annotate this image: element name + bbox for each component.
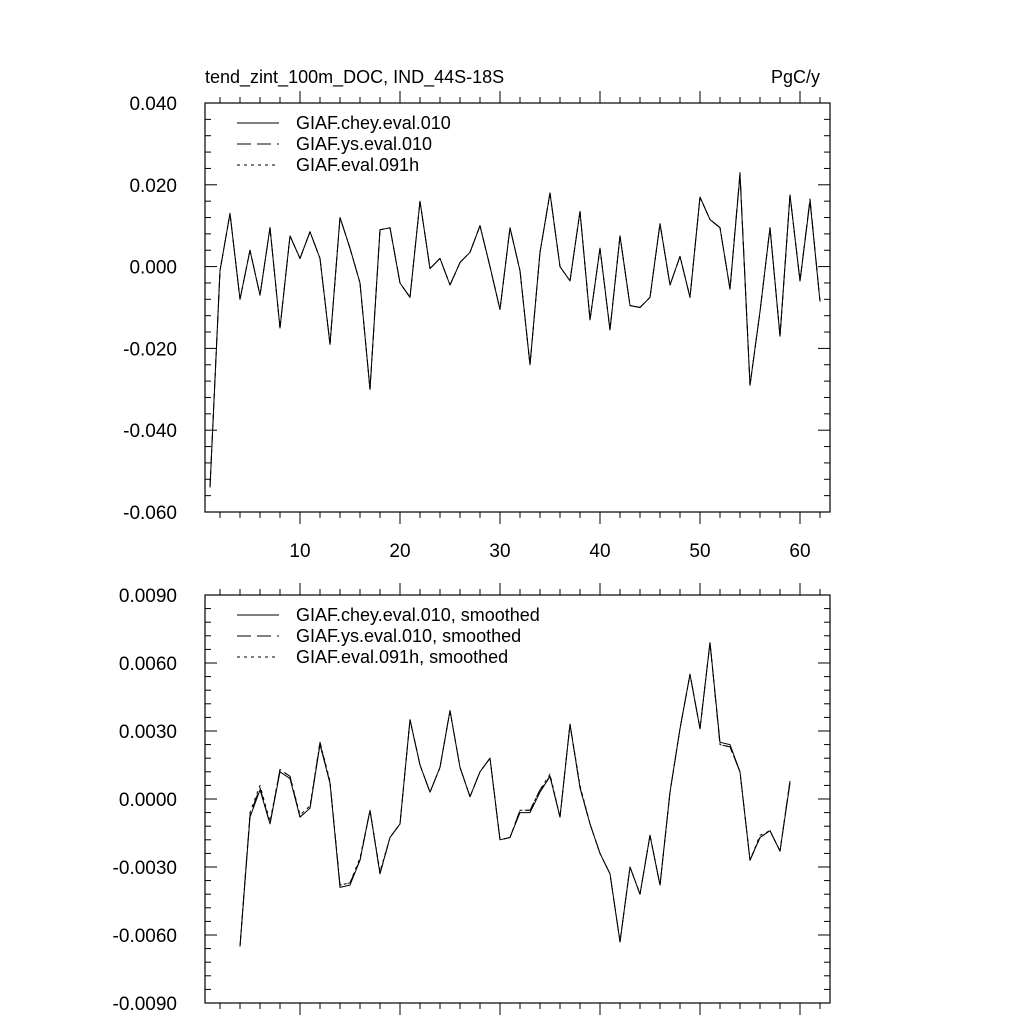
y-tick-label: -0.0060: [113, 926, 177, 947]
series-line-1: [239, 642, 791, 947]
series-line-2: [239, 642, 791, 947]
series-line-0: [209, 174, 821, 488]
y-tick-label: 0.0000: [119, 790, 177, 811]
legend-label: GIAF.chey.eval.010: [296, 113, 451, 133]
x-tick-label: 30: [489, 541, 510, 562]
series-line-1: [209, 172, 821, 488]
legend-label: GIAF.eval.091h: [296, 155, 419, 175]
x-tick-label: 10: [289, 541, 310, 562]
y-tick-label: -0.060: [123, 503, 177, 524]
panel-smoothed: -0.0090 -0.0060 -0.0030 0.0000 0.0030 0.0060 0…: [113, 583, 831, 1015]
y-tick-label: -0.040: [123, 421, 177, 442]
legend-label: GIAF.eval.091h, smoothed: [296, 647, 508, 667]
x-tick-label: 60: [789, 541, 810, 562]
legend-label: GIAF.ys.eval.010, smoothed: [296, 626, 521, 646]
y-tick-label: -0.0090: [113, 994, 177, 1015]
x-tick-label: 50: [689, 541, 710, 562]
x-tick-label: 20: [389, 541, 410, 562]
y-tick-label: -0.020: [123, 339, 177, 360]
y-tick-label: 0.0090: [119, 586, 177, 607]
y-tick-label: 0.040: [129, 94, 177, 115]
y-tick-label: 0.0030: [119, 722, 177, 743]
y-tick-label: 0.0060: [119, 654, 177, 675]
panel-tendency: -0.060 -0.040 -0.020 0.000 0.020 0.040 10 20 30 4…: [123, 67, 831, 562]
units-label: PgC/y: [771, 67, 820, 87]
chart-title: tend_zint_100m_DOC, IND_44S-18S: [205, 67, 504, 88]
series-line-0: [239, 642, 791, 947]
y-tick-label: 0.000: [129, 258, 177, 279]
plot-frame: [204, 102, 831, 513]
legend-label: GIAF.ys.eval.010: [296, 134, 432, 154]
legend-label: GIAF.chey.eval.010, smoothed: [296, 605, 540, 625]
series-line-2: [209, 174, 821, 488]
y-tick-label: 0.020: [129, 176, 177, 197]
x-tick-label: 40: [589, 541, 610, 562]
y-tick-label: -0.0030: [113, 858, 177, 879]
